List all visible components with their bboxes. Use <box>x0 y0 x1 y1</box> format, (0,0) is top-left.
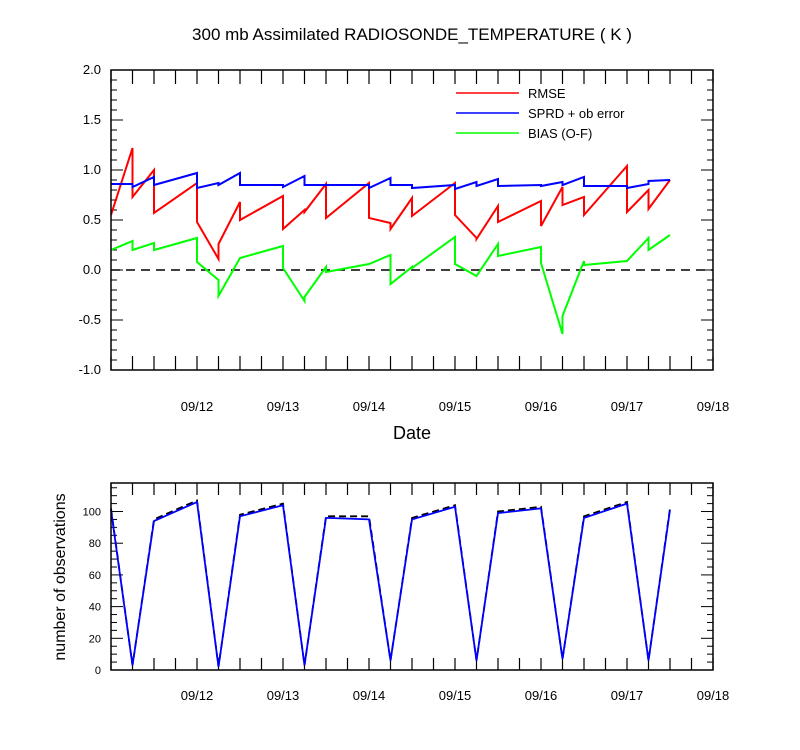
chart-title: 300 mb Assimilated RADIOSONDE_TEMPERATUR… <box>192 25 632 44</box>
top-series-lines <box>110 147 671 335</box>
x-tick-label: 09/14 <box>353 688 386 703</box>
y-tick-label: 2.0 <box>83 62 101 77</box>
y-tick-label: 40 <box>89 602 101 614</box>
top-chart: 09/12 09/13 09/14 09/15 09/16 09/17 09/18 -1.0 -… <box>79 62 730 443</box>
y-axis-title: number of observations <box>52 493 69 660</box>
y-tick-label: 20 <box>89 633 101 645</box>
x-axis-title: Date <box>393 423 431 443</box>
legend-label-rmse: RMSE <box>528 86 566 101</box>
x-tick-label: 09/17 <box>611 399 644 414</box>
y-tick-label: -0.5 <box>79 312 101 327</box>
x-tick-label: 09/15 <box>439 688 472 703</box>
legend-label-sprd: SPRD + ob error <box>528 106 625 121</box>
y-tick-label: 80 <box>89 538 101 550</box>
legend: RMSE SPRD + ob error BIAS (O-F) <box>456 86 625 141</box>
series-line-sprd-ob-error <box>111 171 671 191</box>
top-plot-frame <box>110 69 714 371</box>
x-tick-label: 09/16 <box>525 399 558 414</box>
x-tick-label: 09/17 <box>611 688 644 703</box>
x-tick-label: 09/12 <box>181 688 214 703</box>
bottom-axis-tick-labels: 09/12 09/13 09/14 09/15 09/16 09/17 09/18 0 20 40… <box>83 507 730 703</box>
x-tick-label: 09/14 <box>353 399 386 414</box>
x-tick-label: 09/15 <box>439 399 472 414</box>
y-tick-label: 0.5 <box>83 212 101 227</box>
bottom-series-lines <box>110 499 671 667</box>
legend-label-bias: BIAS (O-F) <box>528 126 592 141</box>
y-tick-label: 100 <box>83 507 101 519</box>
x-tick-label: 09/12 <box>181 399 214 414</box>
y-tick-label: 0.0 <box>83 262 101 277</box>
series-line-bias-o-f <box>110 234 671 335</box>
y-tick-label: -1.0 <box>79 362 101 377</box>
series-line-observations-assimilated <box>110 500 671 667</box>
x-tick-label: 09/16 <box>525 688 558 703</box>
x-tick-label: 09/13 <box>267 399 300 414</box>
series-line-observations-possible <box>110 499 671 667</box>
y-tick-label: 1.5 <box>83 112 101 127</box>
x-tick-label: 09/13 <box>267 688 300 703</box>
bottom-chart: 09/12 09/13 09/14 09/15 09/16 09/17 09/18 0 20 40… <box>52 482 730 703</box>
x-tick-label: 09/18 <box>697 399 730 414</box>
series-line-rmse <box>110 147 671 263</box>
bottom-plot-frame <box>110 482 714 671</box>
y-tick-label: 0 <box>95 665 101 677</box>
bottom-axis-ticks <box>110 483 714 671</box>
y-tick-label: 60 <box>89 570 101 582</box>
x-tick-label: 09/18 <box>697 688 730 703</box>
y-tick-label: 1.0 <box>83 162 101 177</box>
top-axis-tick-labels: 09/12 09/13 09/14 09/15 09/16 09/17 09/18 -1.0 -… <box>79 62 730 414</box>
